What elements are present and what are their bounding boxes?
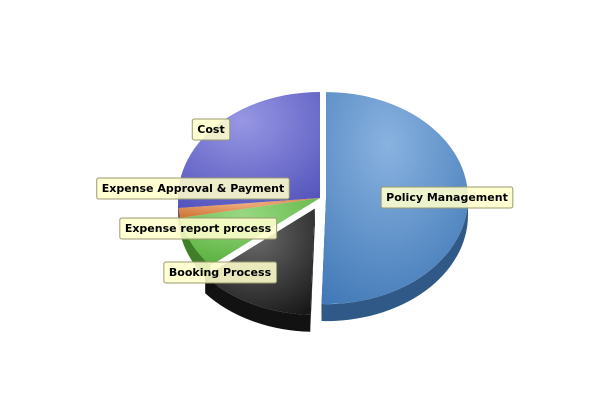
label-text-booking-process: Booking Process — [169, 266, 272, 279]
label-text-expense-report-process: Expense report process — [125, 222, 272, 235]
label-text-policy-management: Policy Management — [386, 191, 508, 204]
label-booking-process: Booking Process — [164, 262, 277, 283]
label-cost: Cost — [192, 119, 229, 140]
label-text-expense-approval-payment: Expense Approval & Payment — [102, 182, 285, 195]
label-text-cost: Cost — [197, 123, 224, 136]
label-policy-management: Policy Management — [381, 187, 513, 208]
label-expense-report-process: Expense report process — [120, 218, 277, 239]
label-expense-approval-payment: Expense Approval & Payment — [97, 178, 290, 199]
